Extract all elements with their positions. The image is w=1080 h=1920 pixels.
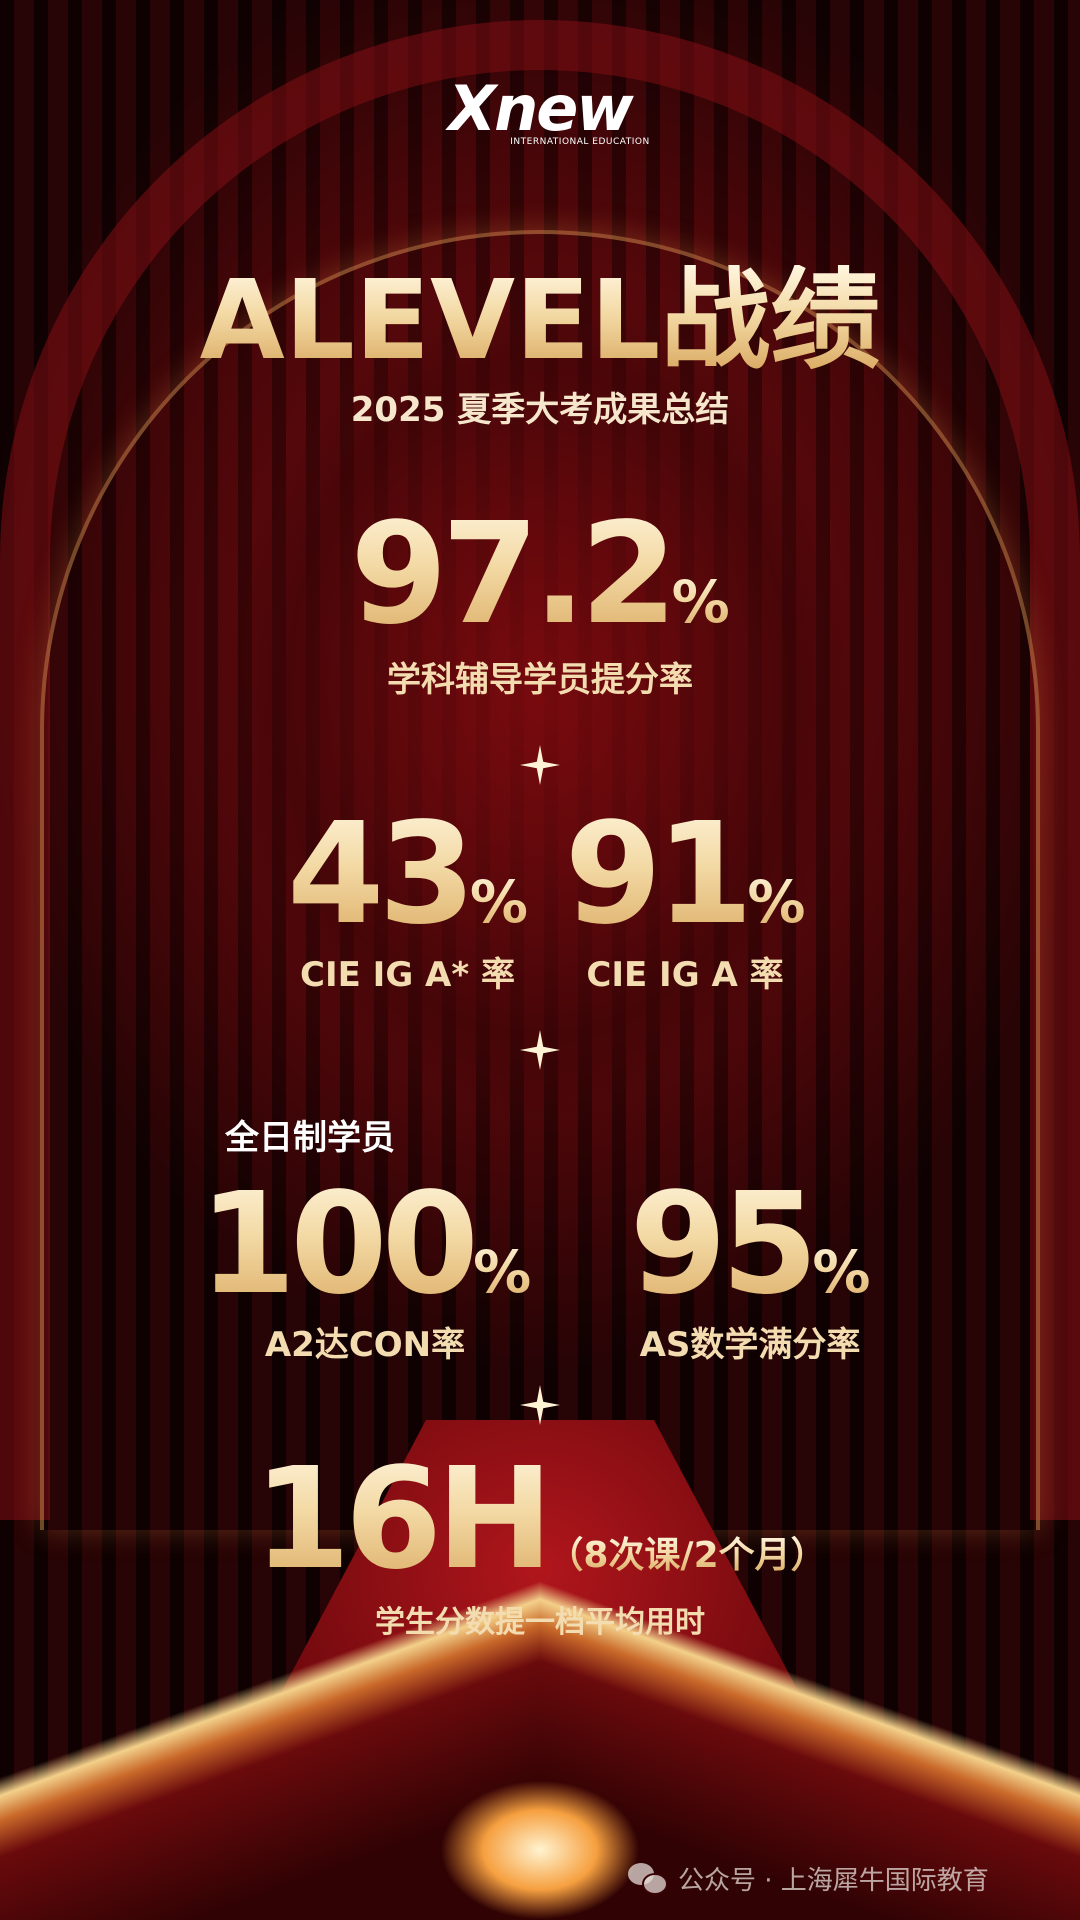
light-glow [440,1780,640,1920]
stat-value: 91 [564,793,754,956]
stat-label: CIE IG A* 率 [300,955,515,995]
stat-improve: 97.2% [0,505,1080,645]
stat-a2con: 100% A2达CON率 [180,1175,550,1366]
watermark-text: 公众号 · 上海犀牛国际教育 [678,1866,989,1896]
stat-value: 16H [253,1438,553,1601]
stat-unit: % [469,868,528,936]
stat-unit: % [671,568,730,636]
logo-brand: Xnew [448,72,633,145]
stat-unit: % [812,1238,871,1306]
stage-arch-gold [40,230,1040,1530]
stat-asmath: 95% AS数学满分率 [600,1175,900,1366]
stat-value: 43 [287,793,476,956]
stat-unit: % [747,868,806,936]
stat-hours-label: 学生分数提一档平均用时 [375,1605,705,1640]
stat-astar: 43% CIE IG A* 率 [265,805,550,996]
logo-tagline: INTERNATIONAL EDUCATION [510,137,650,147]
page-title: ALEVEL战绩 [0,265,1080,375]
stat-note: （8次课/2个月） [547,1535,827,1576]
stat-a: 91% CIE IG A 率 [560,805,810,996]
watermark: 公众号 · 上海犀牛国际教育 [628,1860,989,1897]
stat-hours: 16H（8次课/2个月） [0,1450,1080,1590]
wechat-icon [628,1862,668,1895]
stat-label: CIE IG A 率 [586,955,784,995]
fulltime-heading: 全日制学员 [225,1118,395,1158]
stat-value: 97.2 [350,493,677,656]
stat-label: AS数学满分率 [639,1325,861,1365]
stat-unit: % [473,1238,532,1306]
stat-value: 100 [198,1163,479,1326]
stat-label: A2达CON率 [264,1325,466,1365]
logo: Xnew INTERNATIONAL EDUCATION [0,78,1080,148]
stat-value: 95 [629,1163,819,1326]
stat-improve-label: 学科辅导学员提分率 [387,660,693,700]
page-subtitle: 2025 夏季大考成果总结 [350,390,730,430]
